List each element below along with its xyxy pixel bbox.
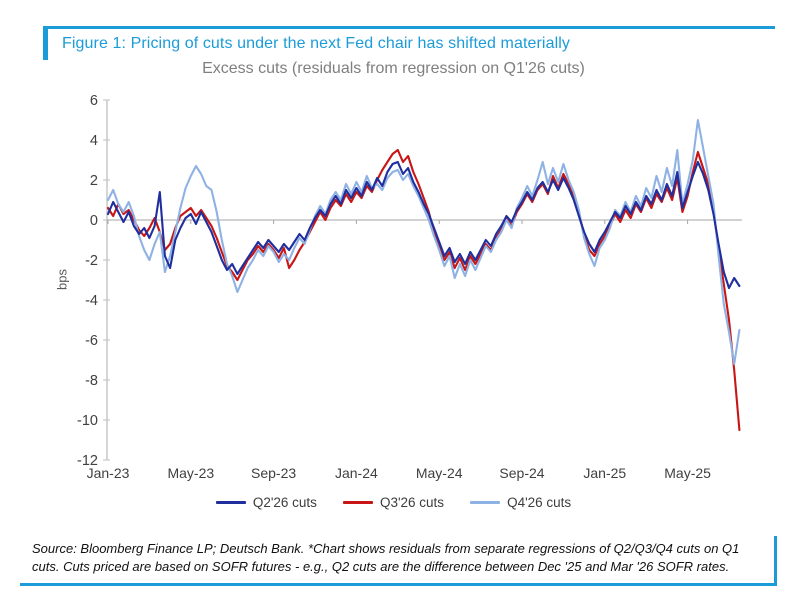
y-tick-label: -10: [77, 413, 98, 429]
y-tick-label: -6: [85, 333, 98, 349]
y-tick-label: 2: [90, 173, 98, 189]
x-tick-label: Sep-23: [251, 465, 296, 481]
x-tick-label: May-23: [167, 465, 214, 481]
y-tick-label: 6: [90, 93, 98, 109]
legend-item-q3-26-cuts: Q3'26 cuts: [342, 495, 445, 510]
y-tick-label: 4: [90, 133, 98, 149]
y-tick-label: -8: [85, 373, 98, 389]
y-tick-label: -4: [85, 293, 98, 309]
legend-item-q2-26-cuts: Q2'26 cuts: [215, 495, 317, 510]
legend-line-swatch-navy: [215, 501, 246, 504]
legend-label: Q3'26 cuts: [379, 495, 445, 510]
x-tick-label: Sep-24: [499, 465, 544, 481]
figure-title: Figure 1: Pricing of cuts under the next…: [62, 35, 570, 52]
source-note-box: Source: Bloomberg Finance LP; Deutsch Ba…: [20, 536, 777, 587]
source-note: Source: Bloomberg Finance LP; Deutsch Ba…: [32, 541, 740, 575]
y-axis-label: bps: [54, 269, 70, 290]
y-tick-label: 0: [90, 213, 98, 229]
x-tick-label: Jan-23: [87, 465, 130, 481]
x-tick-label: May-24: [416, 465, 463, 481]
series-line-q4-26-cuts: [106, 118, 741, 366]
legend-line-swatch-lightblue: [470, 501, 501, 504]
x-tick-label: Jan-25: [583, 465, 626, 481]
series-line-q2-26-cuts: [106, 160, 741, 290]
figure-header: Figure 1: Pricing of cuts under the next…: [43, 26, 775, 60]
legend-label: Q2'26 cuts: [252, 495, 317, 510]
x-tick-label: Jan-24: [335, 465, 378, 481]
legend-line-swatch-red: [342, 501, 373, 504]
legend-label: Q4'26 cuts: [507, 495, 572, 510]
y-tick-label: -12: [77, 453, 98, 469]
chart-title: Excess cuts (residuals from regression o…: [202, 60, 585, 77]
x-tick-label: May-25: [664, 465, 711, 481]
chart-legend: Q2'26 cuts Q3'26 cuts Q4'26 cuts: [0, 495, 787, 510]
series-line-q3-26-cuts: [106, 148, 741, 432]
y-tick-label: -2: [85, 253, 98, 269]
legend-item-q4-26-cuts: Q4'26 cuts: [470, 495, 571, 510]
